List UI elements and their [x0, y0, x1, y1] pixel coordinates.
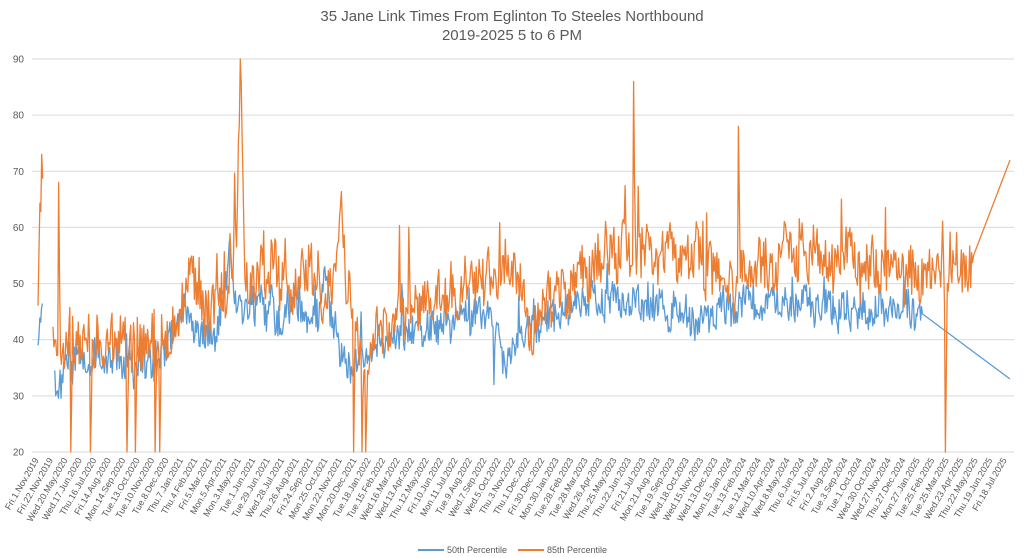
y-tick-label: 50 [13, 279, 25, 290]
legend: 50th Percentile 85th Percentile [418, 545, 607, 555]
chart-title: 35 Jane Link Times From Eglinton To Stee… [320, 8, 703, 25]
series-lines [37, 58, 1011, 453]
y-tick-label: 80 [13, 111, 25, 122]
y-axis-ticks: 20 30 40 50 60 70 80 90 [13, 55, 25, 459]
y-tick-label: 40 [13, 335, 25, 346]
y-tick-label: 90 [13, 55, 25, 66]
y-tick-label: 70 [13, 167, 25, 178]
legend-label-85th: 85th Percentile [547, 545, 607, 555]
x-axis-ticks: Fri.1.Nov.2019Fri.22.Nov.2019Wed.20.May.… [3, 456, 1009, 524]
legend-label-50th: 50th Percentile [447, 545, 507, 555]
series-50th-line [37, 236, 1011, 399]
y-tick-label: 30 [13, 391, 25, 402]
y-tick-label: 20 [13, 448, 25, 459]
y-tick-label: 60 [13, 223, 25, 234]
chart-subtitle: 2019-2025 5 to 6 PM [442, 27, 582, 44]
series-85th-line [37, 58, 1011, 453]
